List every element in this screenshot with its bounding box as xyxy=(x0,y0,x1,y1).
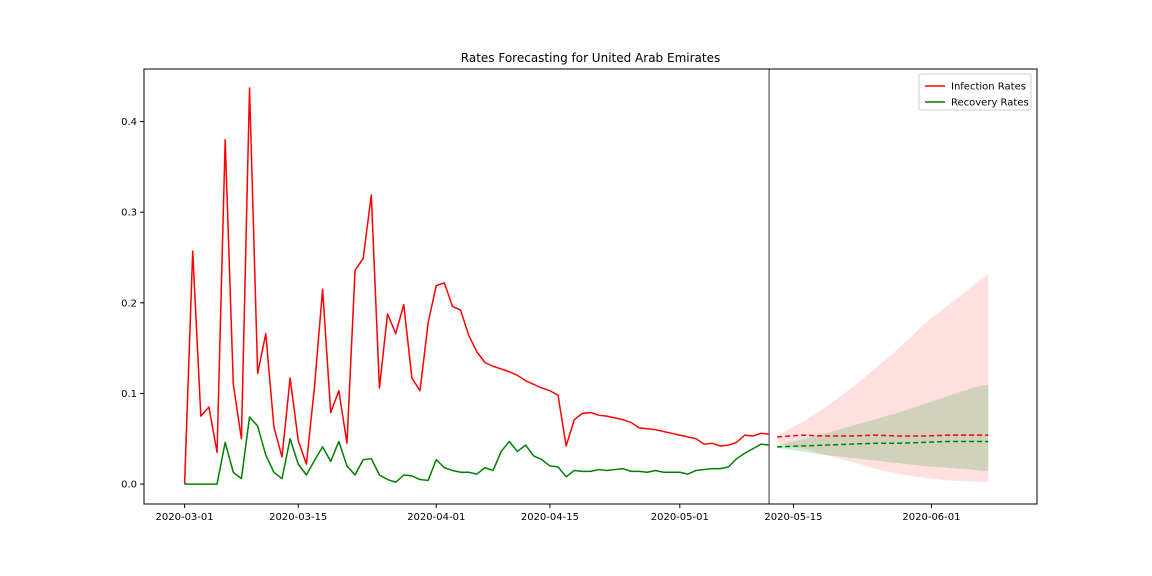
x-tick-label: 2020-03-15 xyxy=(269,512,327,523)
chart-title: Rates Forecasting for United Arab Emirat… xyxy=(461,51,720,65)
legend-box xyxy=(918,73,1032,111)
y-tick-label: 0.1 xyxy=(121,389,137,400)
x-tick-label: 2020-05-01 xyxy=(651,512,709,523)
x-tick-label: 2020-05-15 xyxy=(764,512,822,523)
x-axis: 2020-03-01 2020-03-15 2020-04-01 2020-04-15… xyxy=(156,504,961,523)
series-lines xyxy=(183,87,989,485)
x-tick-label: 2020-04-01 xyxy=(407,512,465,523)
y-tick-label: 0.4 xyxy=(121,117,137,128)
series-line-3 xyxy=(777,440,989,448)
y-tick-label: 0.0 xyxy=(121,480,137,491)
legend-label-recovery: Recovery Rates xyxy=(951,98,1029,109)
x-tick-label: 2020-03-01 xyxy=(156,512,214,523)
plot-frame xyxy=(143,68,1038,505)
series-line-1 xyxy=(184,416,770,485)
legend-label-infection: Infection Rates xyxy=(951,82,1026,93)
confidence-band-2 xyxy=(777,273,989,483)
x-tick-label: 2020-04-15 xyxy=(521,512,579,523)
confidence-bands xyxy=(777,273,989,483)
confidence-band-3 xyxy=(777,384,989,472)
y-tick-label: 0.2 xyxy=(121,298,137,309)
x-tick-label: 2020-06-01 xyxy=(902,512,960,523)
series-line-2 xyxy=(777,434,989,438)
y-tick-label: 0.3 xyxy=(121,208,137,219)
y-axis: 0.0 0.1 0.2 0.3 0.4 xyxy=(121,117,144,491)
legend: Infection Rates Recovery Rates xyxy=(918,73,1032,111)
series-line-0 xyxy=(183,87,770,485)
